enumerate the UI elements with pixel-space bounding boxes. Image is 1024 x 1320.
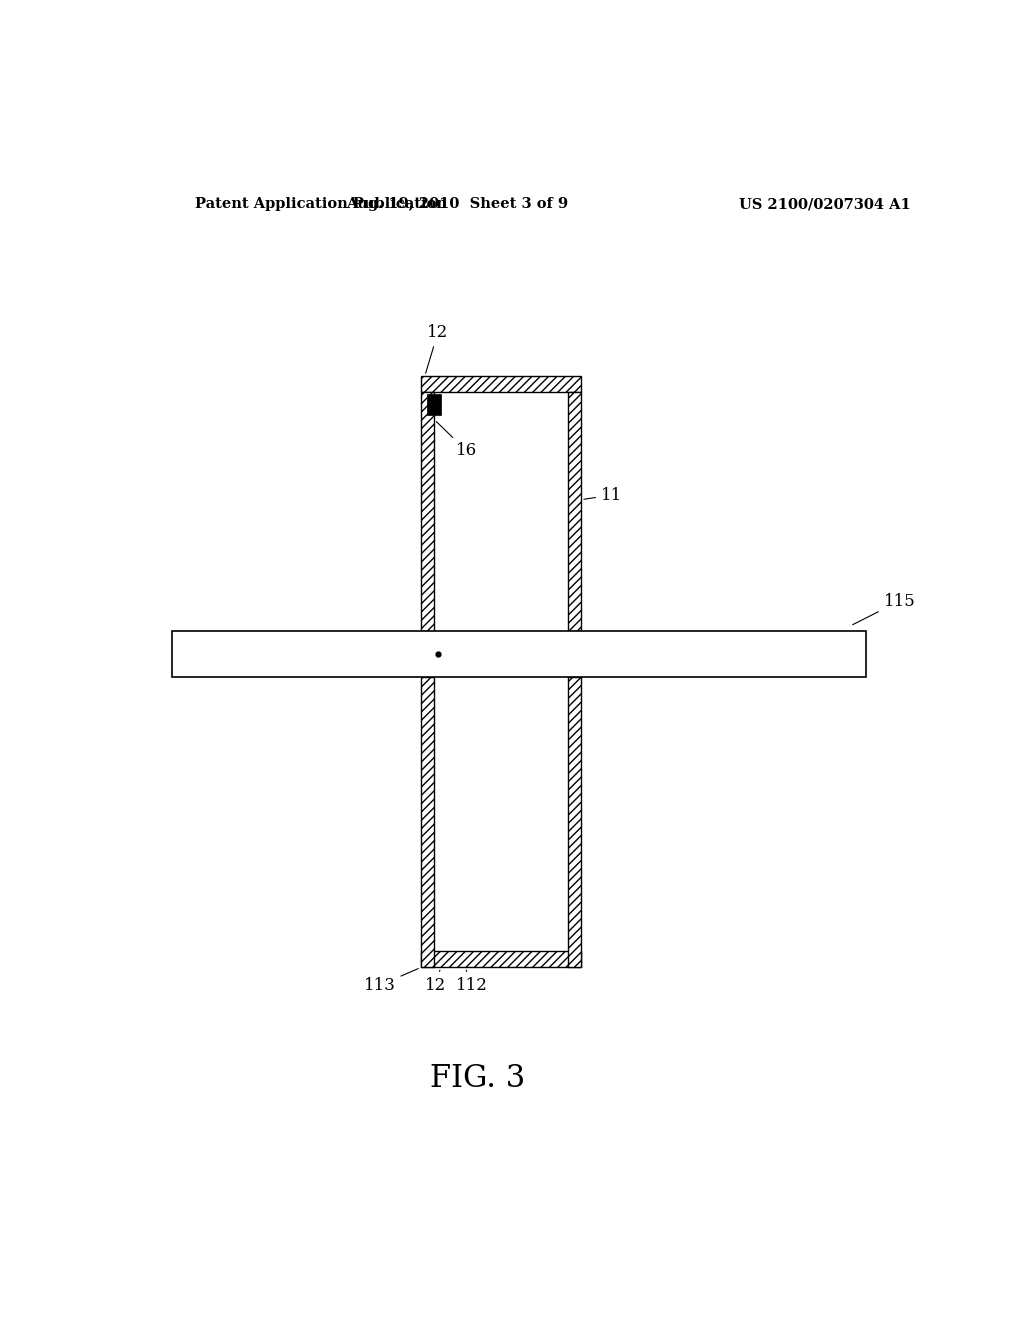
Bar <box>172 631 866 677</box>
Bar <box>421 952 582 968</box>
Text: FIG. 3: FIG. 3 <box>429 1063 525 1094</box>
Text: 115: 115 <box>853 593 915 624</box>
Text: 12: 12 <box>426 325 449 374</box>
Bar <box>568 677 582 968</box>
Bar <box>568 392 582 631</box>
Text: 11: 11 <box>584 487 623 504</box>
Text: 16: 16 <box>436 421 477 459</box>
Text: 113: 113 <box>364 969 418 994</box>
Text: US 2100/0207304 A1: US 2100/0207304 A1 <box>739 197 910 211</box>
Text: 112: 112 <box>456 970 487 994</box>
Text: Aug. 19, 2010  Sheet 3 of 9: Aug. 19, 2010 Sheet 3 of 9 <box>346 197 568 211</box>
Text: 12: 12 <box>425 970 446 994</box>
Bar <box>421 376 582 392</box>
Text: Patent Application Publication: Patent Application Publication <box>196 197 447 211</box>
Bar <box>427 395 441 414</box>
Bar <box>421 677 433 968</box>
Bar <box>421 392 433 631</box>
